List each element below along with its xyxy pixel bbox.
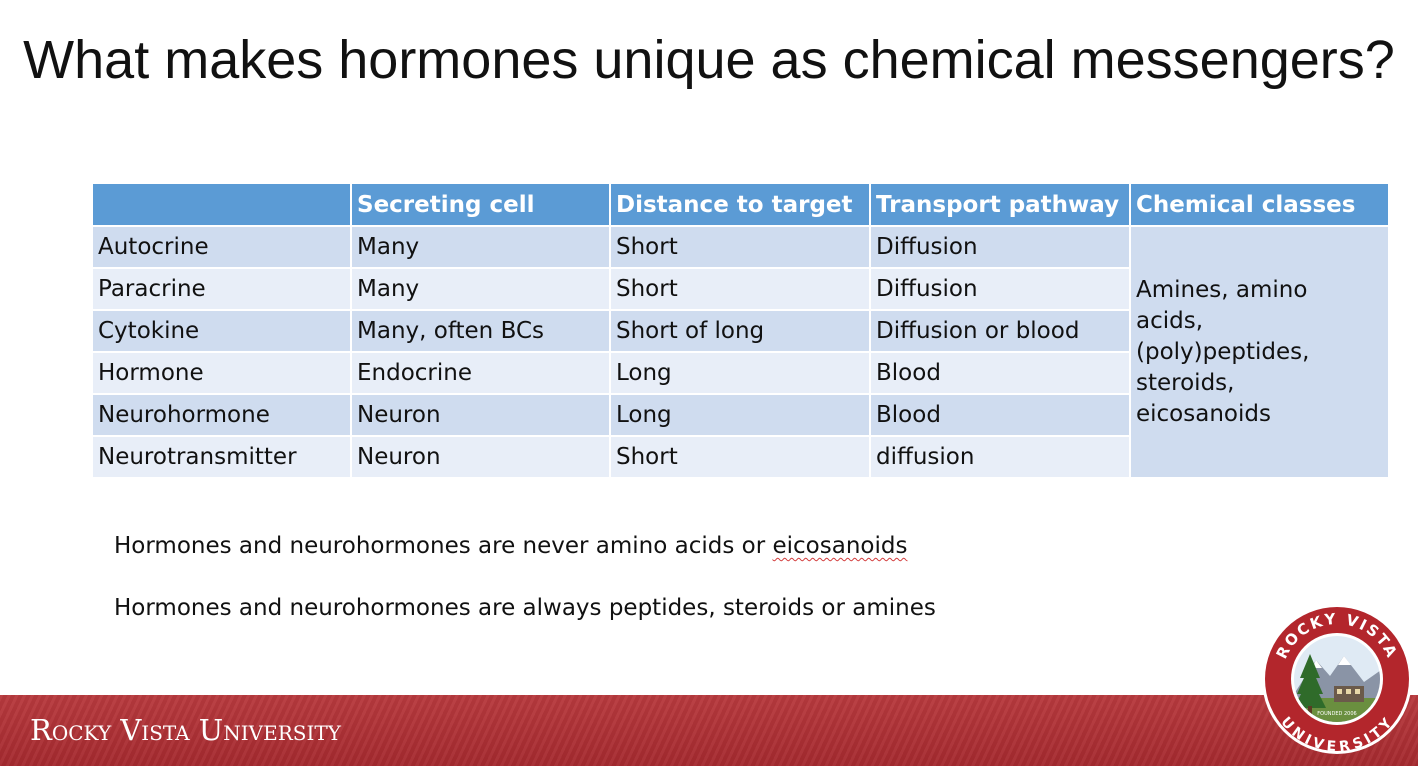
cell-distance: Long [609, 393, 871, 437]
cell-distance: Short [609, 435, 871, 479]
cell-secreting-cell: Many [350, 225, 611, 269]
footer-bar: Rocky Vista University [0, 695, 1418, 766]
table-row: Neurohormone Neuron Long Blood [91, 393, 1389, 437]
note-always-peptides: Hormones and neurohormones are always pe… [114, 595, 936, 621]
header-cell-blank [91, 182, 352, 227]
cell-chemical-classes: Amines, amino acids, (poly)peptides, ste… [1129, 225, 1390, 479]
seal-founded-text: FOUNDED 2006 [1317, 711, 1356, 717]
cell-distance: Short [609, 225, 871, 269]
table-header-row: Secreting cell Distance to target Transp… [91, 182, 1390, 227]
cell-pathway: diffusion [869, 435, 1131, 479]
cell-secreting-cell: Many [350, 267, 611, 311]
cell-signal-type: Autocrine [91, 225, 352, 269]
note-text: Hormones and neurohormones are never ami… [114, 533, 773, 559]
cell-signal-type: Neurotransmitter [91, 435, 352, 479]
table-row: Cytokine Many, often BCs Short of long D… [91, 309, 1389, 353]
cell-signal-type: Hormone [91, 351, 352, 395]
table-row: Neurotransmitter Neuron Short diffusion [91, 435, 1389, 479]
cell-distance: Long [609, 351, 871, 395]
table-row: Autocrine Many Short Diffusion Amines, a… [91, 225, 1390, 479]
header-cell-secreting-cell: Secreting cell [350, 182, 611, 227]
cell-signal-type: Neurohormone [91, 393, 352, 437]
cell-signal-type: Cytokine [91, 309, 352, 353]
cell-signal-type: Paracrine [91, 267, 352, 311]
header-cell-chemical-classes: Chemical classes [1129, 182, 1390, 227]
slide-title: What makes hormones unique as chemical m… [23, 30, 1395, 90]
university-seal-icon: FOUNDED 2006 ROCKY VISTA UNIVERSITY [1262, 604, 1412, 755]
cell-secreting-cell: Neuron [350, 393, 611, 437]
note-never-amino-acids: Hormones and neurohormones are never ami… [114, 533, 907, 559]
cell-distance: Short [609, 267, 871, 311]
header-cell-distance-to-target: Distance to target [609, 182, 871, 227]
cell-secreting-cell: Many, often BCs [350, 309, 611, 353]
table-row: Paracrine Many Short Diffusion [91, 267, 1389, 311]
cell-distance: Short of long [609, 309, 871, 353]
header-cell-transport-pathway: Transport pathway [869, 182, 1131, 227]
footer-brand-wordmark: Rocky Vista University [30, 713, 341, 747]
signaling-comparison-table: Secreting cell Distance to target Transp… [91, 182, 1390, 479]
table-row: Hormone Endocrine Long Blood [91, 351, 1389, 395]
cell-pathway: Diffusion or blood [869, 309, 1131, 353]
cell-secreting-cell: Neuron [350, 435, 611, 479]
cell-pathway: Blood [869, 393, 1131, 437]
spellcheck-flagged-word: eicosanoids [772, 533, 908, 559]
cell-secreting-cell: Endocrine [350, 351, 611, 395]
cell-pathway: Diffusion [869, 225, 1131, 269]
cell-pathway: Diffusion [869, 267, 1131, 311]
cell-pathway: Blood [869, 351, 1131, 395]
